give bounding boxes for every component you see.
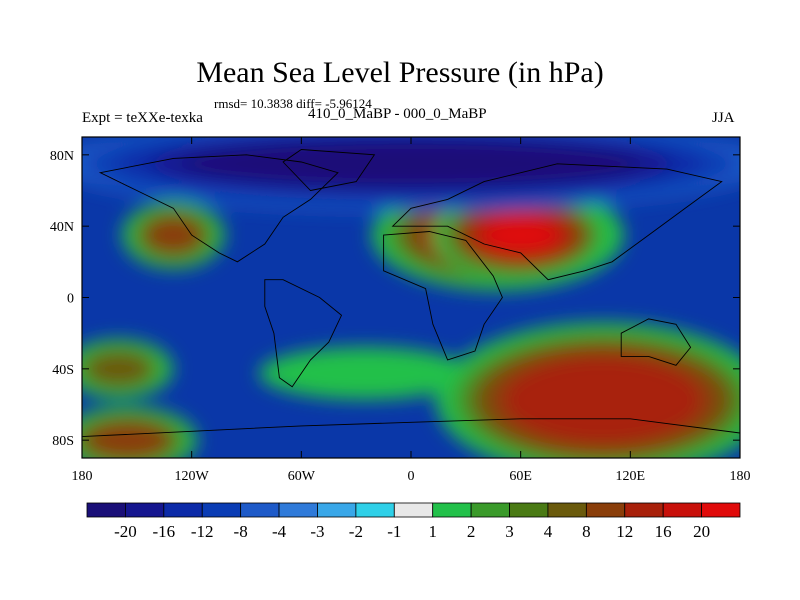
field-region-indian-ocean-high [503, 356, 702, 444]
stats-text: rmsd= 10.3838 diff= -5.96124 [214, 96, 372, 111]
continent-outline-4 [620, 318, 692, 366]
x-tick-label: 180 [72, 469, 93, 484]
colorbar-swatch [585, 502, 626, 518]
y-tick-label: 40N [50, 220, 74, 235]
continent-outline-0 [98, 154, 339, 263]
colorbar-swatch [163, 502, 203, 518]
y-tick-label: 0 [67, 292, 74, 307]
season-label: JJA [712, 110, 735, 126]
x-tick-label: 0 [408, 469, 415, 484]
colorbar-swatch [355, 502, 395, 518]
y-tick-label: 40S [52, 363, 74, 378]
colorbar-swatch [125, 502, 165, 518]
x-tick-label: 180 [730, 469, 751, 484]
field-region-south-atlantic-band [258, 347, 472, 400]
continent-outline-5 [82, 418, 740, 458]
y-tick-label: 80N [50, 149, 74, 164]
colorbar-label: -3 [310, 522, 324, 541]
colorbar-swatch [547, 502, 587, 518]
colorbar-label: -12 [191, 522, 214, 541]
colorbar-label: 4 [544, 522, 553, 541]
colorbar-label: -8 [234, 522, 248, 541]
colorbar-label: 3 [505, 522, 514, 541]
colorbar-label: 12 [616, 522, 633, 541]
colorbar-label: 8 [582, 522, 591, 541]
colorbar-swatch [470, 502, 510, 518]
field-region-south-pole-high [89, 423, 166, 457]
colorbar-swatch [86, 502, 126, 518]
colorbar-label: 2 [467, 522, 476, 541]
colorbar-swatch [509, 502, 549, 518]
colorbar-swatch [393, 502, 434, 518]
colorbar-swatch [701, 502, 741, 518]
colorbar-label: 20 [693, 522, 710, 541]
pressure-field [82, 137, 740, 458]
colorbar-label: 1 [428, 522, 437, 541]
colorbar-label: 16 [655, 522, 672, 541]
continent-outline-2 [383, 231, 503, 361]
colorbar-swatch [662, 502, 702, 518]
continent-outline-1 [264, 279, 343, 388]
x-tick-label: 120W [175, 469, 210, 484]
colorbar-swatch [624, 502, 664, 518]
continent-outline-6 [282, 149, 376, 191]
colorbar-swatch [240, 502, 280, 518]
colorbar-label: -16 [152, 522, 175, 541]
field-region-south-pacific-high [85, 351, 152, 387]
continent-outlines [82, 149, 740, 458]
chart-subtitle: 410_0_MaBP - 000_0_MaBP [308, 106, 487, 122]
colorbar-label: -2 [349, 522, 363, 541]
field-region-eurasia-core [485, 219, 557, 251]
colorbar: -20 -16 -12 -8 -4 -3 -2 -1 1 2 3 4 8 12 16 20 [86, 502, 741, 541]
colorbar-label: -20 [114, 522, 137, 541]
colorbar-swatch [278, 502, 318, 518]
y-tick-label: 80S [52, 434, 74, 449]
continent-outline-3 [391, 163, 723, 281]
x-tick-label: 60E [509, 469, 532, 484]
colorbar-label: -4 [272, 522, 287, 541]
x-tick-label: 120E [616, 469, 646, 484]
colorbar-label: -1 [387, 522, 401, 541]
colorbar-swatch [201, 502, 242, 518]
colorbar-swatch [432, 502, 472, 518]
experiment-label: Expt = teXXe-texka [82, 110, 203, 126]
axis-ticks: 180 120W 60W 0 60E 120E 180 80N 40N 0 40S 80S [50, 137, 751, 484]
x-tick-label: 60W [288, 469, 316, 484]
chart-title: Mean Sea Level Pressure (in hPa) [196, 56, 604, 89]
field-region-arctic-low [181, 141, 641, 186]
colorbar-swatch [317, 502, 357, 518]
